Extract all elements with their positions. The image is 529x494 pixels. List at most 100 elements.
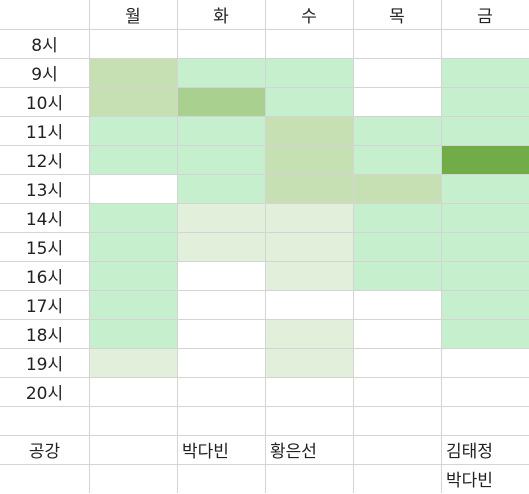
- schedule-slot[interactable]: [177, 377, 265, 406]
- schedule-slot[interactable]: [265, 58, 353, 87]
- schedule-slot[interactable]: [89, 319, 177, 348]
- schedule-slot[interactable]: [89, 348, 177, 377]
- hour-label: 13시: [25, 181, 64, 201]
- schedule-slot[interactable]: [177, 87, 265, 116]
- schedule-slot[interactable]: [265, 232, 353, 261]
- schedule-slot[interactable]: [353, 348, 441, 377]
- schedule-slot[interactable]: [353, 319, 441, 348]
- schedule-slot[interactable]: [177, 290, 265, 319]
- hour-label: 17시: [25, 297, 64, 317]
- schedule-slot[interactable]: [177, 145, 265, 174]
- schedule-slot[interactable]: [441, 145, 529, 174]
- schedule-slot[interactable]: [177, 116, 265, 145]
- schedule-slot[interactable]: [265, 290, 353, 319]
- schedule-slot[interactable]: [89, 203, 177, 232]
- schedule-slot[interactable]: [89, 290, 177, 319]
- schedule-slot[interactable]: [265, 116, 353, 145]
- free-period-name: [89, 435, 177, 464]
- schedule-slot[interactable]: [177, 58, 265, 87]
- hour-label: 9시: [31, 65, 58, 85]
- day-header: 목: [389, 7, 405, 27]
- free-period-name: 박다빈: [182, 442, 229, 462]
- schedule-slot[interactable]: [353, 145, 441, 174]
- schedule-slot[interactable]: [265, 203, 353, 232]
- schedule-slot[interactable]: [265, 319, 353, 348]
- schedule-slot[interactable]: [441, 58, 529, 87]
- schedule-slot[interactable]: [89, 232, 177, 261]
- schedule-slot[interactable]: [177, 348, 265, 377]
- grid-line: [177, 0, 178, 493]
- hour-label: 18시: [25, 326, 64, 346]
- schedule-slot[interactable]: [89, 87, 177, 116]
- schedule-slot[interactable]: [353, 87, 441, 116]
- schedule-slot[interactable]: [441, 377, 529, 406]
- schedule-slot[interactable]: [177, 203, 265, 232]
- grid-line: [0, 174, 529, 175]
- schedule-slot[interactable]: [353, 116, 441, 145]
- hour-label: 11시: [25, 123, 64, 143]
- schedule-slot[interactable]: [265, 145, 353, 174]
- schedule-slot[interactable]: [441, 29, 529, 58]
- grid-line: [0, 348, 529, 349]
- schedule-slot[interactable]: [265, 174, 353, 203]
- grid-line: [89, 0, 90, 493]
- schedule-slot[interactable]: [353, 29, 441, 58]
- schedule-slot[interactable]: [441, 87, 529, 116]
- schedule-slot[interactable]: [441, 261, 529, 290]
- schedule-slot[interactable]: [265, 87, 353, 116]
- grid-line: [0, 319, 529, 320]
- day-header: 월: [125, 7, 141, 27]
- grid-line: [0, 203, 529, 204]
- header-corner: [0, 0, 89, 29]
- schedule-slot[interactable]: [265, 261, 353, 290]
- schedule-slot[interactable]: [177, 174, 265, 203]
- hour-label: 8시: [31, 36, 58, 56]
- schedule-slot[interactable]: [441, 290, 529, 319]
- schedule-slot[interactable]: [353, 58, 441, 87]
- schedule-slot[interactable]: [441, 174, 529, 203]
- schedule-slot[interactable]: [441, 116, 529, 145]
- schedule-slot[interactable]: [265, 29, 353, 58]
- hour-label: 16시: [25, 268, 64, 288]
- schedule-slot[interactable]: [441, 232, 529, 261]
- hour-label: 12시: [25, 152, 64, 172]
- schedule-slot[interactable]: [177, 29, 265, 58]
- schedule-slot[interactable]: [89, 58, 177, 87]
- schedule-slot[interactable]: [353, 377, 441, 406]
- schedule-slot[interactable]: [89, 29, 177, 58]
- grid-line: [0, 261, 529, 262]
- schedule-slot[interactable]: [177, 261, 265, 290]
- schedule-slot[interactable]: [353, 261, 441, 290]
- schedule-slot[interactable]: [89, 174, 177, 203]
- schedule-slot[interactable]: [441, 348, 529, 377]
- hour-label: 14시: [25, 210, 64, 230]
- schedule-slot[interactable]: [89, 145, 177, 174]
- grid-line: [0, 435, 529, 436]
- free-period-name: 황은선: [270, 442, 317, 462]
- free-period-name: 박다빈: [446, 471, 493, 491]
- free-period-name: [353, 435, 441, 464]
- grid-line: [0, 377, 529, 378]
- grid-line: [0, 145, 529, 146]
- grid-line: [0, 87, 529, 88]
- schedule-slot[interactable]: [177, 232, 265, 261]
- grid-line: [0, 464, 529, 465]
- schedule-slot[interactable]: [89, 116, 177, 145]
- schedule-slot[interactable]: [353, 290, 441, 319]
- schedule-slot[interactable]: [265, 377, 353, 406]
- free-period-name: [353, 464, 441, 493]
- schedule-slot[interactable]: [441, 203, 529, 232]
- schedule-slot[interactable]: [89, 377, 177, 406]
- grid-line: [0, 232, 529, 233]
- hour-label: 15시: [25, 239, 64, 259]
- schedule-slot[interactable]: [353, 174, 441, 203]
- grid-line: [0, 58, 529, 59]
- grid-line: [0, 290, 529, 291]
- schedule-slot[interactable]: [177, 319, 265, 348]
- schedule-slot[interactable]: [265, 348, 353, 377]
- schedule-slot[interactable]: [441, 319, 529, 348]
- schedule-slot[interactable]: [89, 261, 177, 290]
- schedule-slot[interactable]: [353, 232, 441, 261]
- schedule-slot[interactable]: [353, 203, 441, 232]
- free-period-label: 공강: [28, 442, 61, 462]
